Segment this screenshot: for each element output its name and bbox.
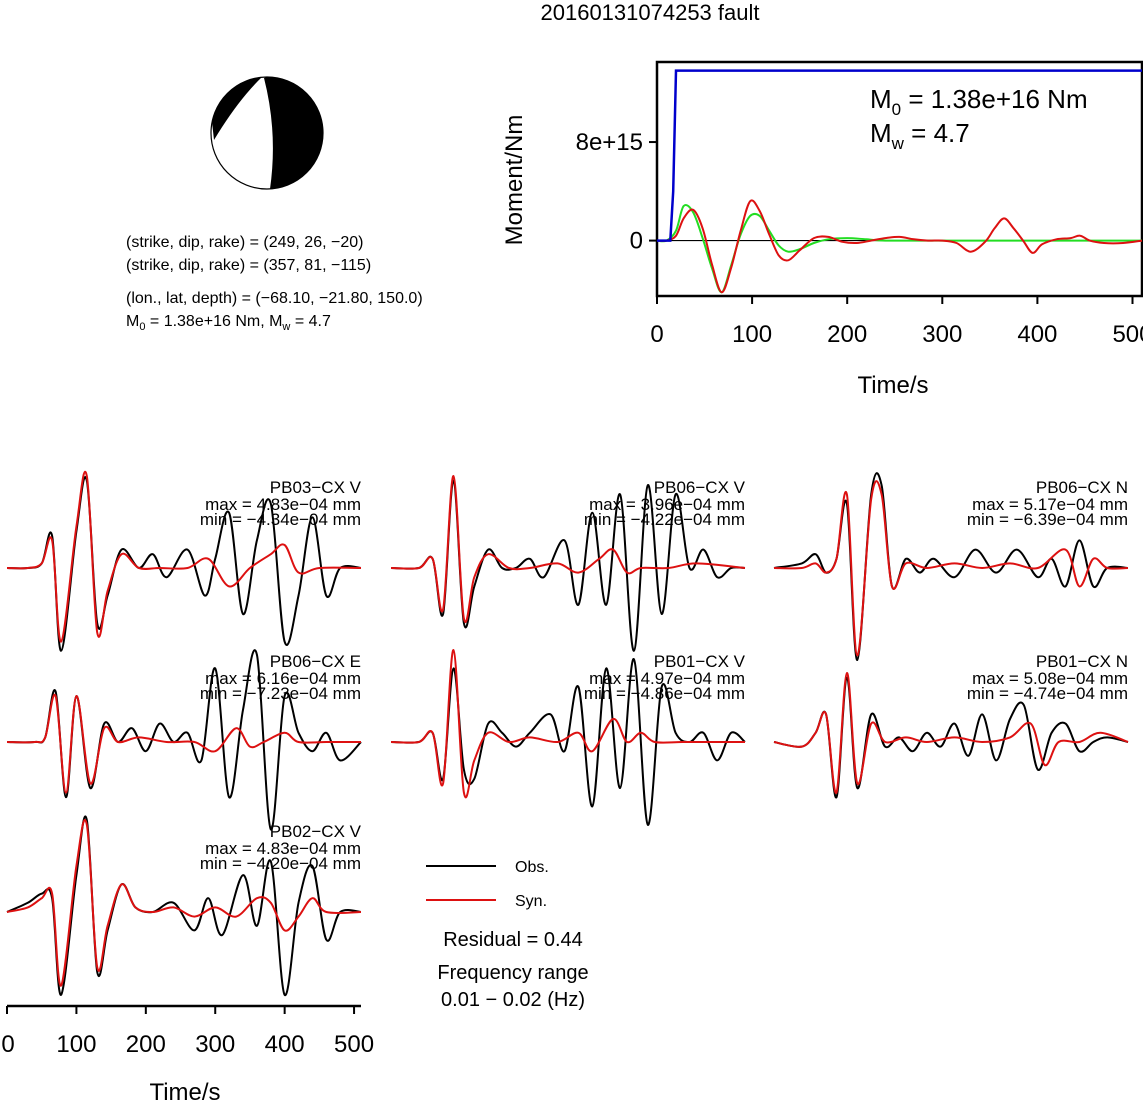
moment-fit-green-line (656, 204, 1142, 294)
figure-title: 20160131074253 fault (541, 0, 760, 25)
station-min-label: min = −6.39e−04 mm (967, 510, 1128, 529)
moment-y-axis-label: Moment/Nm (501, 115, 528, 246)
event-location: (lon., lat, depth) = (−68.10, −21.80, 15… (126, 290, 423, 307)
station-max-label: max = 4.83e−04 mm (205, 839, 361, 858)
legend-syn-label: Syn. (515, 893, 547, 910)
synthetic-trace (6, 818, 362, 987)
moment-annotation-mw: Mw = 4.7 (870, 118, 970, 153)
station-min-label: min = −4.86e−04 mm (584, 684, 745, 703)
station-max-label: max = 3.96e−04 mm (589, 495, 745, 514)
waveform-x-tick-label: 0 (1, 1031, 14, 1058)
waveform-x-tick-label: 400 (265, 1031, 305, 1058)
moment-cumulative-line (657, 69, 1142, 242)
station-label: PB06−CX V (654, 478, 746, 497)
moment-x-tick-label: 0 (650, 321, 663, 348)
station-label: PB06−CX E (270, 652, 361, 671)
station-label: PB02−CX V (270, 822, 362, 841)
residual-text: Residual = 0.44 (443, 929, 583, 951)
station-max-label: max = 5.08e−04 mm (972, 669, 1128, 688)
moment-summary: M0 = 1.38e+16 Nm, Mw = 4.7 (126, 313, 331, 333)
moment-x-tick-label: 200 (827, 321, 867, 348)
station-label: PB03−CX V (270, 478, 362, 497)
moment-x-tick-label: 300 (922, 321, 962, 348)
synthetic-trace (773, 480, 1129, 657)
moment-y-tick-label: 8e+15 (576, 129, 643, 156)
moment-x-tick-label: 500 (1112, 321, 1143, 348)
station-min-label: min = −4.20e−04 mm (200, 854, 361, 873)
station-max-label: max = 4.83e−04 mm (205, 495, 361, 514)
station-label: PB01−CX N (1036, 652, 1128, 671)
moment-rate-chart: 010020030040050008e+15 M0 = 1.38e+16 Nm … (501, 60, 1143, 399)
moment-plot-frame (655, 60, 1143, 298)
waveform-x-tick-label: 500 (334, 1031, 374, 1058)
observed-trace (773, 676, 1129, 799)
mechanism-info: (strike, dip, rake) = (249, 26, −20) (st… (126, 234, 423, 333)
synthetic-trace (390, 648, 745, 799)
station-min-label: min = −4.22e−04 mm (584, 510, 745, 529)
station-min-label: min = −4.74e−04 mm (967, 684, 1128, 703)
moment-x-axis-label: Time/s (857, 372, 928, 399)
legend-obs-label: Obs. (515, 859, 549, 876)
moment-annotation-m0: M0 = 1.38e+16 Nm (870, 84, 1088, 119)
station-max-label: max = 6.16e−04 mm (205, 669, 361, 688)
station-min-label: min = −4.34e−04 mm (200, 510, 361, 529)
station-label: PB01−CX V (654, 652, 746, 671)
synthetic-trace (390, 474, 746, 623)
waveform-x-tick-label: 100 (56, 1031, 96, 1058)
observed-trace (6, 476, 362, 652)
frequency-range-value: 0.01 − 0.02 (Hz) (441, 989, 585, 1011)
station-max-label: max = 4.97e−04 mm (589, 669, 745, 688)
synthetic-trace (6, 693, 361, 794)
moment-fit-red-line (656, 199, 1143, 294)
station-max-label: max = 5.17e−04 mm (972, 495, 1128, 514)
waveform-x-axis-label: Time/s (149, 1079, 220, 1104)
beachball-icon (210, 76, 324, 190)
moment-x-tick-label: 100 (732, 321, 772, 348)
station-label: PB06−CX N (1036, 478, 1128, 497)
nodal-plane-1: (strike, dip, rake) = (249, 26, −20) (126, 234, 363, 251)
nodal-plane-2: (strike, dip, rake) = (357, 81, −115) (126, 257, 371, 274)
synthetic-trace (6, 470, 362, 643)
synthetic-trace (773, 671, 1129, 794)
legend: Obs. Syn. (426, 859, 549, 910)
waveform-x-tick-label: 300 (195, 1031, 235, 1058)
moment-y-tick-label: 0 (630, 228, 643, 255)
frequency-range-title: Frequency range (437, 962, 588, 984)
moment-x-tick-label: 400 (1017, 321, 1057, 348)
station-min-label: min = −7.23e−04 mm (200, 684, 361, 703)
waveform-time-axis: Time/s 0 100 200 300 400 500 (1, 1004, 374, 1104)
waveform-x-tick-label: 200 (126, 1031, 166, 1058)
observed-trace (6, 815, 362, 996)
